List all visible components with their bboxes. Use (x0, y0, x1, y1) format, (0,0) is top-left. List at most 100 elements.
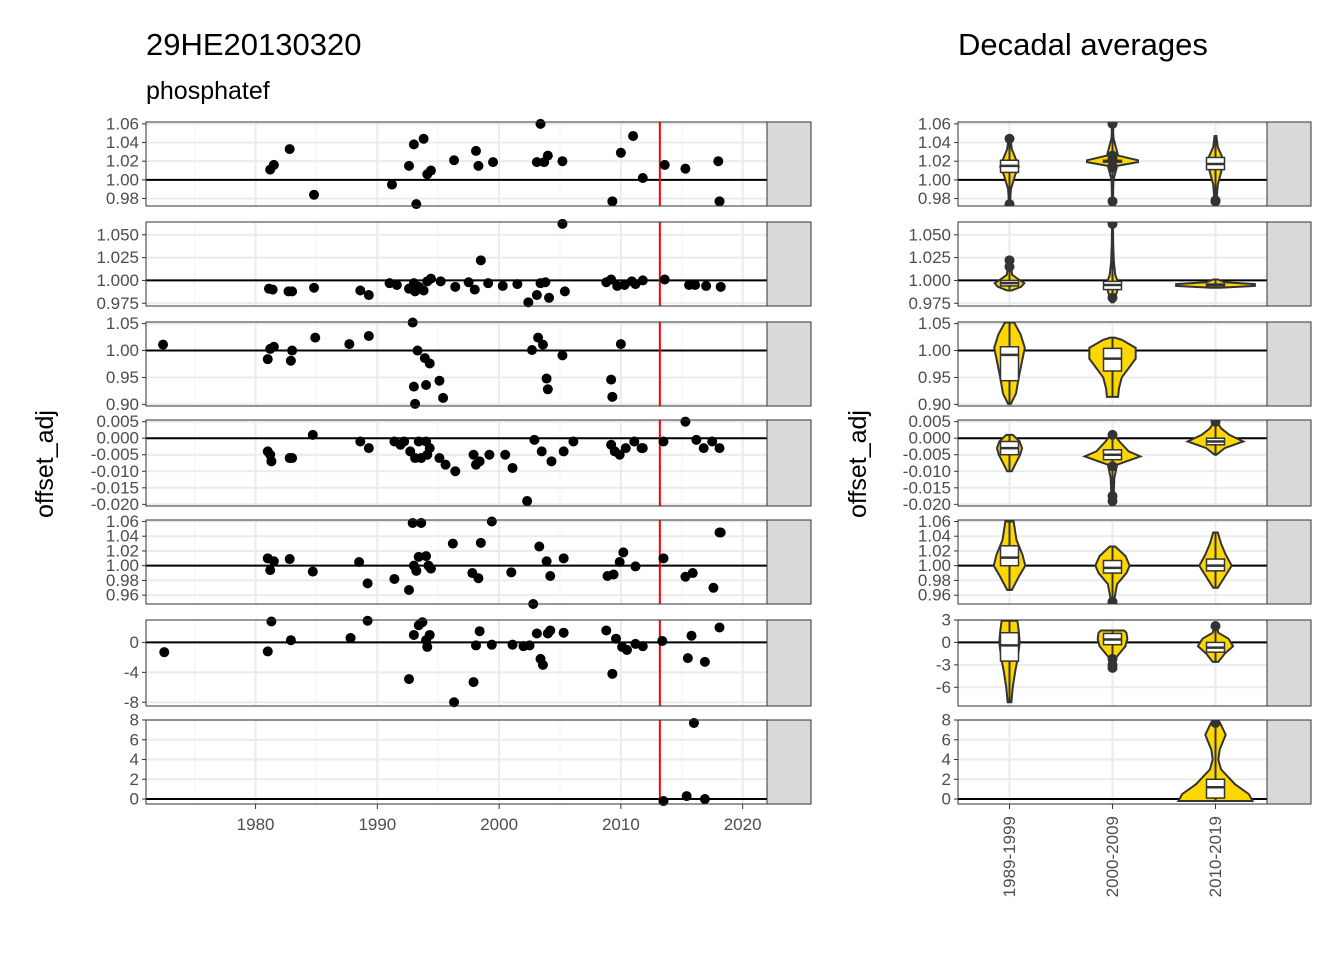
left-data-point-talk (621, 644, 632, 655)
left-strip-6 (766, 719, 812, 805)
left-data-point-silicate (354, 557, 365, 567)
left-data-point-salinity (424, 443, 435, 454)
outlier-nitrate-1989-1999 (1004, 133, 1015, 144)
left-data-point-nitrate (470, 145, 481, 156)
left-data-point-phosphatef (287, 345, 298, 356)
outlier-salinity-2010-2019 (1210, 420, 1221, 427)
left-data-point-nitrate (488, 157, 499, 168)
left-ytick-label: 1.025 (96, 248, 139, 267)
right-ytick-label: -0.020 (903, 495, 951, 514)
left-data-point-phosphatef (285, 355, 296, 366)
left-data-point-salinity (629, 436, 640, 447)
left-xtick-label: 2010 (602, 815, 640, 834)
left-panel-bg-salinity (146, 420, 767, 506)
left-data-point-salinity (500, 449, 511, 460)
left-data-point-oxygen (512, 279, 523, 290)
left-data-point-silicate (506, 567, 517, 578)
left-panel-bg-silicate (146, 520, 767, 604)
left-data-point-oxygen (497, 280, 508, 291)
left-data-point-talk (682, 653, 693, 664)
right-xtick-label-2010-2019: 2010-2019 (1206, 816, 1225, 897)
left-data-point-talk (686, 630, 697, 641)
left-ytick-label: 6 (130, 730, 139, 749)
left-ytick-label: 1.02 (106, 541, 139, 560)
left-data-point-silicate (362, 578, 373, 589)
left-data-point-phosphatef (262, 354, 273, 365)
left-data-point-phosphatef (434, 375, 445, 386)
outlier-talk-2000-2009 (1107, 653, 1118, 664)
left-ytick-label: 0.98 (106, 571, 139, 590)
left-data-point-nitrate (680, 163, 691, 174)
left-data-point-oxygen (435, 276, 446, 287)
outlier-salinity-2000-2009 (1107, 491, 1118, 502)
left-ytick-label: 0.005 (96, 412, 139, 431)
left-data-point-tco2 (658, 796, 669, 807)
left-data-point-salinity (522, 496, 533, 507)
left-ytick-label: -8 (124, 693, 139, 712)
left-data-point-oxygen (355, 285, 366, 296)
left-data-point-salinity (691, 434, 702, 445)
left-ytick-label: 1.00 (106, 341, 139, 360)
left-data-point-salinity (614, 449, 625, 460)
left-ytick-label: 1.06 (106, 512, 139, 531)
left-data-point-salinity (536, 446, 547, 457)
left-data-point-salinity (620, 443, 631, 454)
left-strip-3 (766, 419, 812, 507)
left-data-point-oxygen (544, 292, 555, 303)
right-ytick-label: 6 (942, 730, 951, 749)
left-data-point-salinity (413, 436, 424, 447)
right-ytick-label: 4 (942, 750, 951, 769)
left-data-point-silicate (389, 573, 400, 584)
left-data-point-salinity (484, 449, 495, 460)
right-strip-3 (1266, 419, 1312, 507)
left-ytick-label: 0 (130, 790, 139, 809)
left-ytick-label: 1.05 (106, 314, 139, 333)
left-data-point-salinity (529, 434, 540, 445)
right-ytick-label: 0.000 (908, 429, 951, 448)
left-data-point-oxygen (418, 285, 429, 296)
left-data-point-oxygen (523, 297, 534, 308)
left-data-point-oxygen (469, 284, 480, 295)
left-data-point-oxygen (659, 274, 670, 285)
left-data-point-oxygen (391, 280, 402, 290)
left-data-point-salinity (399, 436, 410, 447)
right-ytick-label: -0.015 (903, 478, 951, 497)
left-data-point-phosphatef (537, 339, 548, 350)
left-strip-4 (766, 519, 812, 605)
left-data-point-oxygen (701, 280, 712, 291)
left-ytick-label: 2 (130, 770, 139, 789)
left-y-axis-label: offset_adj (31, 410, 59, 518)
left-data-point-talk (285, 635, 296, 646)
right-ytick-label: -6 (936, 678, 951, 697)
right-strip-6 (1266, 719, 1312, 805)
right-ytick-label: -0.010 (903, 462, 951, 481)
left-data-point-phosphatef (421, 380, 432, 390)
right-ytick-label: 3 (942, 611, 951, 630)
right-ytick-label: 1.04 (918, 527, 951, 546)
left-data-point-salinity (363, 443, 374, 454)
left-data-point-silicate (473, 573, 484, 584)
box-silicate-1989-1999 (999, 545, 1020, 567)
left-data-point-oxygen (606, 274, 617, 285)
left-data-point-phosphatef (268, 341, 279, 352)
left-data-point-silicate (425, 563, 436, 574)
left-data-point-oxygen (715, 281, 726, 292)
left-data-point-phosphatef (363, 331, 374, 341)
left-data-point-phosphatef (412, 345, 423, 356)
right-panel-phosphatef: 0.900.951.001.05phosphatef (918, 314, 1312, 414)
left-data-point-talk (362, 615, 373, 626)
left-data-point-talk (714, 622, 725, 633)
left-data-point-phosphatef (607, 391, 618, 402)
left-ytick-label: 4 (130, 750, 139, 769)
left-data-point-phosphatef (615, 339, 626, 350)
left-data-point-nitrate (268, 159, 279, 170)
left-data-point-silicate (284, 554, 295, 565)
left-data-point-salinity (287, 453, 298, 464)
left-ytick-label: 0.95 (106, 368, 139, 387)
left-panel-phosphatef: 0.900.951.001.05phosphatef (106, 314, 812, 414)
left-panel-tco2: 02468tco2 (130, 711, 812, 809)
left-ytick-label: -0.010 (91, 462, 139, 481)
right-ytick-label: 1.00 (918, 556, 951, 575)
